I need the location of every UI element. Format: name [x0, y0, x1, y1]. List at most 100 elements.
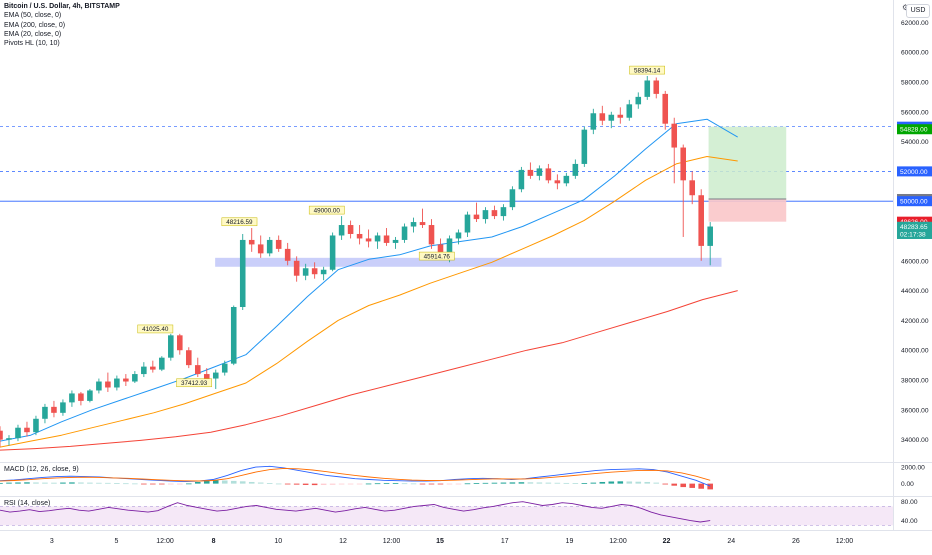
candle-body[interactable] [365, 238, 372, 242]
candle[interactable] [0, 426, 3, 448]
candle-body[interactable] [473, 214, 480, 220]
candle[interactable] [626, 99, 633, 121]
candle-body[interactable] [0, 430, 3, 440]
candle-body[interactable] [15, 427, 21, 439]
price-label[interactable]: 48283.65 [897, 221, 932, 232]
candle-body[interactable] [311, 268, 318, 275]
candle-body[interactable] [392, 239, 399, 243]
candle[interactable] [419, 208, 426, 229]
candle-body[interactable] [302, 268, 309, 276]
candle[interactable] [554, 174, 561, 190]
rsi-line[interactable] [0, 501, 711, 523]
candle-body[interactable] [482, 210, 489, 220]
candle[interactable] [87, 388, 93, 403]
candle-body[interactable] [644, 80, 651, 97]
candle[interactable] [6, 435, 12, 446]
position-profit-zone[interactable] [708, 126, 787, 199]
candle-body[interactable] [446, 238, 453, 254]
axes-layer[interactable]: 34000.00 36000.00 38000.00 40000.00 42000.00… [50, 20, 932, 545]
candle-body[interactable] [168, 335, 174, 358]
candle-body[interactable] [662, 93, 669, 124]
candle[interactable] [329, 232, 336, 272]
candle-body[interactable] [500, 207, 507, 217]
candle[interactable] [221, 360, 228, 376]
pivot-label[interactable]: 49000.00 [308, 205, 345, 215]
candle-body[interactable] [212, 372, 219, 379]
candle-body[interactable] [599, 113, 606, 121]
candle[interactable] [410, 217, 417, 233]
candle[interactable] [572, 159, 579, 179]
candle[interactable] [491, 205, 498, 220]
candle[interactable] [707, 222, 713, 266]
candle-body[interactable] [194, 365, 201, 375]
candle-body[interactable] [230, 307, 237, 364]
candle[interactable] [212, 369, 219, 389]
ema-line-200[interactable] [0, 290, 738, 451]
candle-body[interactable] [347, 225, 354, 234]
candle[interactable] [257, 235, 264, 258]
candle[interactable] [617, 107, 624, 124]
rsi-label[interactable]: RSI (14, close) [4, 500, 51, 507]
candle-body[interactable] [203, 374, 210, 379]
candle[interactable] [653, 77, 660, 99]
candle-body[interactable] [185, 350, 192, 366]
candle-body[interactable] [437, 244, 444, 254]
candle-body[interactable] [329, 235, 336, 270]
candle[interactable] [96, 378, 102, 394]
candle[interactable] [302, 263, 309, 281]
candle[interactable] [168, 333, 174, 361]
candle[interactable] [518, 166, 525, 193]
candle-body[interactable] [572, 163, 579, 176]
candle[interactable] [150, 360, 156, 373]
candle[interactable] [509, 186, 516, 211]
candle-body[interactable] [239, 239, 246, 308]
candle-body[interactable] [60, 402, 66, 413]
candle-body[interactable] [401, 226, 408, 240]
candle[interactable] [392, 236, 399, 249]
candle[interactable] [383, 228, 390, 246]
ema-line-50[interactable] [0, 156, 738, 448]
candle-body[interactable] [464, 214, 471, 233]
pivot-label[interactable]: 58394.14 [629, 65, 665, 75]
candle[interactable] [455, 229, 462, 245]
candle[interactable] [356, 225, 363, 245]
candle-body[interactable] [275, 239, 282, 249]
candle[interactable] [105, 372, 111, 392]
candle-body[interactable] [221, 363, 228, 373]
candle[interactable] [177, 333, 183, 355]
legend-pivots-hl[interactable]: Pivots HL (10, 10) [4, 40, 60, 48]
candle-body[interactable] [545, 168, 552, 181]
candle[interactable] [284, 242, 291, 266]
candle-body[interactable] [653, 80, 660, 94]
candle[interactable] [644, 76, 651, 100]
candle-body[interactable] [410, 222, 417, 227]
candle[interactable] [132, 371, 138, 384]
candle-body[interactable] [383, 235, 390, 243]
candle[interactable] [248, 228, 255, 252]
candle-body[interactable] [33, 418, 39, 433]
candle-body[interactable] [150, 366, 156, 370]
candle-body[interactable] [491, 210, 498, 217]
candle-body[interactable] [114, 378, 120, 388]
candle-body[interactable] [707, 226, 713, 246]
candle[interactable] [42, 403, 48, 424]
candle[interactable] [374, 232, 381, 249]
candle[interactable] [464, 211, 471, 237]
candle[interactable] [78, 391, 84, 406]
candle[interactable] [599, 105, 606, 126]
candle[interactable] [401, 223, 408, 243]
candle-body[interactable] [617, 114, 624, 118]
candle-body[interactable] [159, 357, 165, 370]
candle[interactable] [159, 356, 165, 372]
candles-layer[interactable] [0, 76, 713, 448]
candle[interactable] [69, 390, 75, 407]
candle-body[interactable] [248, 239, 255, 245]
candle[interactable] [500, 204, 507, 221]
candle-body[interactable] [455, 232, 462, 239]
gear-icon[interactable]: ⚙ [902, 3, 909, 12]
candle[interactable] [482, 207, 489, 224]
candle[interactable] [347, 220, 354, 239]
candle-body[interactable] [518, 169, 525, 190]
